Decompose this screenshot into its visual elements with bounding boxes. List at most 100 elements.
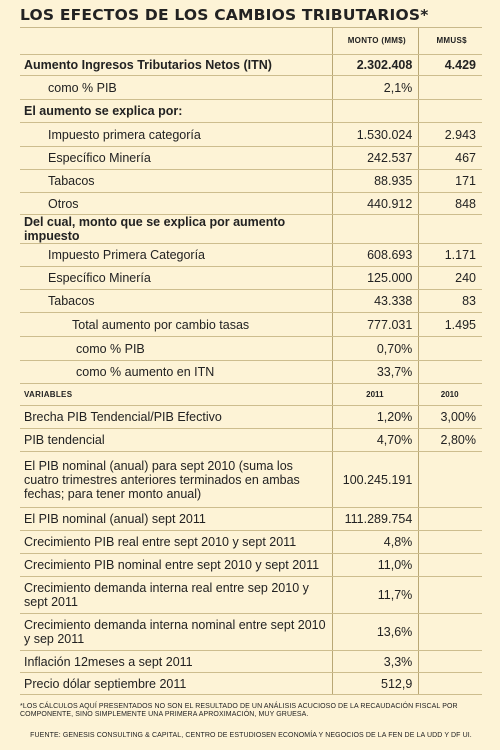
- variable-label: Brecha PIB Tendencial/PIB Efectivo: [20, 405, 333, 429]
- header-blank: [20, 28, 333, 55]
- variable-value-2010: [418, 530, 482, 554]
- table-row: como % aumento en ITN 33,7%: [20, 360, 482, 384]
- row-label: El aumento se explica por:: [20, 99, 333, 123]
- variable-value-2011: 100.245.191: [332, 451, 419, 508]
- year-2010: 2010: [418, 383, 482, 406]
- table-row: como % PIB 2,1%: [20, 75, 482, 100]
- variable-row: Crecimiento demanda interna nominal entr…: [20, 613, 482, 651]
- variable-row: Brecha PIB Tendencial/PIB Efectivo 1,20% 3…: [20, 405, 482, 429]
- variable-value-2010: [418, 507, 482, 531]
- row-monto: 242.537: [332, 146, 419, 170]
- table-row: Tabacos 43.338 83: [20, 289, 482, 313]
- table-row: Otros 440.912 848: [20, 192, 482, 215]
- variable-value-2011: 512,9: [332, 672, 419, 695]
- row-monto: 43.338: [332, 289, 419, 313]
- row-mmus: 83: [418, 289, 482, 313]
- table-row: Aumento Ingresos Tributarios Netos (ITN)…: [20, 54, 482, 76]
- row-mmus: [418, 99, 482, 123]
- row-label: Impuesto Primera Categoría: [20, 243, 333, 267]
- variable-label: El PIB nominal (anual) para sept 2010 (s…: [20, 451, 333, 508]
- variable-value-2011: 11,7%: [332, 576, 419, 614]
- row-monto: 2,1%: [332, 75, 419, 100]
- variable-value-2011: 111.289.754: [332, 507, 419, 531]
- row-monto: 440.912: [332, 192, 419, 215]
- row-monto: 88.935: [332, 169, 419, 193]
- variables-label: VARIABLES: [20, 383, 333, 406]
- row-mmus: 467: [418, 146, 482, 170]
- variables-header: VARIABLES 2011 2010: [20, 383, 482, 406]
- row-monto: 1.530.024: [332, 122, 419, 147]
- table-row: como % PIB 0,70%: [20, 336, 482, 361]
- row-mmus: 848: [418, 192, 482, 215]
- table-header: MONTO (MM$) MMUS$: [20, 28, 482, 55]
- row-mmus: [418, 360, 482, 384]
- row-monto: 608.693: [332, 243, 419, 267]
- row-mmus: 240: [418, 266, 482, 290]
- row-monto: [332, 99, 419, 123]
- variable-value-2011: 1,20%: [332, 405, 419, 429]
- variable-value-2010: 3,00%: [418, 405, 482, 429]
- variable-value-2010: [418, 672, 482, 695]
- tax-table: MONTO (MM$) MMUS$ Aumento Ingresos Tribu…: [20, 28, 482, 695]
- variable-row: PIB tendencial 4,70% 2,80%: [20, 428, 482, 452]
- page-title: LOS EFECTOS DE LOS CAMBIOS TRIBUTARIOS*: [20, 0, 482, 28]
- variable-value-2011: 11,0%: [332, 553, 419, 577]
- variable-value-2010: [418, 650, 482, 673]
- table-row: Específico Minería 125.000 240: [20, 266, 482, 290]
- table-row: Tabacos 88.935 171: [20, 169, 482, 193]
- variable-label: Crecimiento demanda interna real entre s…: [20, 576, 333, 614]
- row-monto: 33,7%: [332, 360, 419, 384]
- source-note: Fuente: Genesis Consulting & Capital, Ce…: [30, 732, 472, 739]
- row-label: Total aumento por cambio tasas: [20, 312, 333, 337]
- row-mmus: 1.171: [418, 243, 482, 267]
- variable-label: Precio dólar septiembre 2011: [20, 672, 333, 695]
- table-row: Específico Minería 242.537 467: [20, 146, 482, 170]
- variable-row: Crecimiento demanda interna real entre s…: [20, 576, 482, 614]
- row-label: Tabacos: [20, 169, 333, 193]
- variable-value-2011: 4,70%: [332, 428, 419, 452]
- row-monto: 125.000: [332, 266, 419, 290]
- row-mmus: 4.429: [418, 54, 482, 76]
- row-label: Tabacos: [20, 289, 333, 313]
- row-mmus: 171: [418, 169, 482, 193]
- variable-label: Crecimiento PIB real entre sept 2010 y s…: [20, 530, 333, 554]
- variable-row: Crecimiento PIB real entre sept 2010 y s…: [20, 530, 482, 554]
- year-2011: 2011: [332, 383, 419, 406]
- variable-value-2010: [418, 613, 482, 651]
- variable-value-2010: [418, 553, 482, 577]
- row-monto: 0,70%: [332, 336, 419, 361]
- row-mmus: 2.943: [418, 122, 482, 147]
- row-label: Otros: [20, 192, 333, 215]
- variable-label: PIB tendencial: [20, 428, 333, 452]
- variable-label: El PIB nominal (anual) sept 2011: [20, 507, 333, 531]
- variable-row: El PIB nominal (anual) para sept 2010 (s…: [20, 451, 482, 508]
- variable-row: Inflación 12meses a sept 2011 3,3%: [20, 650, 482, 673]
- variable-row: El PIB nominal (anual) sept 2011 111.289.…: [20, 507, 482, 531]
- variable-label: Crecimiento PIB nominal entre sept 2010 …: [20, 553, 333, 577]
- row-monto: 777.031: [332, 312, 419, 337]
- row-mmus: [418, 336, 482, 361]
- table-row: Total aumento por cambio tasas 777.031 1.4…: [20, 312, 482, 337]
- row-label: Impuesto primera categoría: [20, 122, 333, 147]
- table-row: Del cual, monto que se explica por aumen…: [20, 214, 482, 244]
- row-label: como % PIB: [20, 336, 333, 361]
- row-mmus: 1.495: [418, 312, 482, 337]
- table-row: El aumento se explica por:: [20, 99, 482, 123]
- variable-label: Inflación 12meses a sept 2011: [20, 650, 333, 673]
- variable-row: Precio dólar septiembre 2011 512,9: [20, 672, 482, 695]
- row-monto: [332, 214, 419, 244]
- row-label: Del cual, monto que se explica por aumen…: [20, 214, 333, 244]
- variable-value-2011: 3,3%: [332, 650, 419, 673]
- row-label: como % PIB: [20, 75, 333, 100]
- table-row: Impuesto Primera Categoría 608.693 1.171: [20, 243, 482, 267]
- footnote: *Los cálculos aquí presentados no son el…: [20, 703, 458, 718]
- row-label: Específico Minería: [20, 266, 333, 290]
- variable-value-2011: 13,6%: [332, 613, 419, 651]
- variable-value-2010: [418, 451, 482, 508]
- variable-value-2011: 4,8%: [332, 530, 419, 554]
- row-mmus: [418, 75, 482, 100]
- row-label: Aumento Ingresos Tributarios Netos (ITN): [20, 54, 333, 76]
- row-label: como % aumento en ITN: [20, 360, 333, 384]
- variable-value-2010: 2,80%: [418, 428, 482, 452]
- row-mmus: [418, 214, 482, 244]
